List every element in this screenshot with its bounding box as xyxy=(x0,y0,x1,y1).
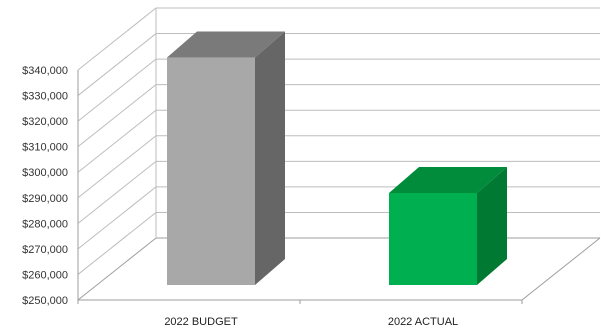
y-tick-label: $320,000 xyxy=(22,116,68,128)
x-axis-categories: 2022 BUDGET 2022 ACTUAL xyxy=(164,316,458,328)
y-tick-label: $300,000 xyxy=(22,167,68,179)
y-tick-label: $310,000 xyxy=(22,142,68,154)
y-tick-label: $280,000 xyxy=(22,218,68,230)
bar-top-face xyxy=(167,31,285,58)
y-tick-label: $260,000 xyxy=(22,269,68,281)
bar-side-face xyxy=(477,167,507,285)
x-category-label: 2022 BUDGET xyxy=(164,316,238,328)
y-axis-ticks: $250,000 $260,000 $270,000 $280,000 $290,000… xyxy=(22,65,68,307)
gridlines xyxy=(77,7,601,304)
y-tick-label: $250,000 xyxy=(22,295,68,307)
x-category-label: 2022 ACTUAL xyxy=(388,316,458,328)
bar-1 xyxy=(389,167,507,285)
bar-side-face xyxy=(255,31,285,285)
floor-edge xyxy=(78,237,601,301)
bar-front-face xyxy=(167,57,255,285)
bars xyxy=(167,31,507,285)
y-tick-label: $330,000 xyxy=(22,91,68,103)
y-tick-label: $270,000 xyxy=(22,244,68,256)
bar-front-face xyxy=(389,193,477,285)
gridline xyxy=(77,237,600,301)
bar-top-face xyxy=(389,167,507,193)
y-tick-label: $290,000 xyxy=(22,193,68,205)
bar-0 xyxy=(167,31,285,285)
y-tick-label: $340,000 xyxy=(22,65,68,77)
